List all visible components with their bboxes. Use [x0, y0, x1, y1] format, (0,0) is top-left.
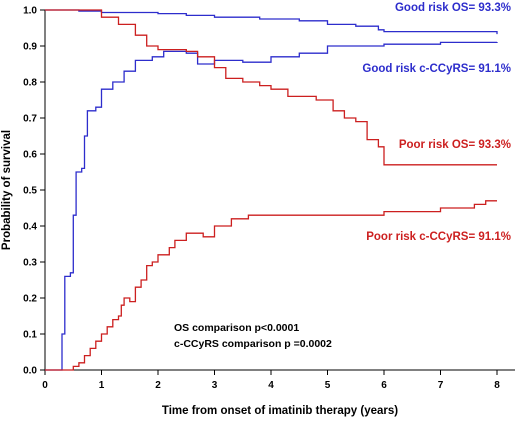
annotation-ccyrs-comparison: c-CCyRS comparison p =0.0002 [174, 338, 332, 350]
x-tick-label: 3 [212, 380, 218, 391]
x-tick-label: 2 [155, 380, 161, 391]
y-tick-label: 0.4 [23, 222, 37, 233]
y-tick-label: 0.6 [23, 150, 37, 161]
y-tick-label: 0.7 [23, 114, 37, 125]
x-tick-label: 8 [494, 380, 500, 391]
poor-risk-ccyrs-label: Poor risk c-CCyRS= 91.1% [366, 231, 511, 243]
y-tick-label: 0.5 [23, 186, 37, 197]
x-axis-title: Time from onset of imatinib therapy (yea… [162, 405, 398, 417]
y-tick-label: 1.0 [23, 6, 37, 17]
x-tick-label: 5 [325, 380, 331, 391]
y-tick-label: 0.8 [23, 78, 37, 89]
annotation-os-comparison: OS comparison p<0.0001 [174, 322, 299, 334]
y-tick-label: 0.9 [23, 42, 37, 53]
y-tick-label: 0.3 [23, 258, 37, 269]
y-tick-label: 0.0 [23, 366, 37, 377]
x-tick-label: 7 [438, 380, 444, 391]
x-tick-label: 0 [42, 380, 48, 391]
y-axis-title: Probability of survival [1, 130, 13, 250]
poor-risk-os-label: Poor risk OS= 93.3% [399, 139, 511, 151]
x-tick-label: 1 [99, 380, 105, 391]
x-tick-label: 6 [381, 380, 387, 391]
y-tick-label: 0.2 [23, 294, 37, 305]
poor-risk-ccyrs-line [45, 200, 497, 371]
x-tick-label: 4 [268, 380, 274, 391]
series-lines [45, 9, 498, 371]
poor-risk-os-line [45, 9, 497, 166]
series-labels: Good risk OS= 93.3% Good risk c-CCyRS= 91… [362, 2, 511, 243]
good-risk-os-label: Good risk OS= 93.3% [395, 2, 511, 14]
axis-ticks: 0 1 2 3 4 5 6 7 8 0.0 0.1 0.2 0.3 0.4 0.5 0.6 0.7 0.8 0.9 1… [23, 6, 500, 392]
good-risk-ccyrs-line [45, 41, 498, 371]
good-risk-ccyrs-label: Good risk c-CCyRS= 91.1% [362, 63, 511, 75]
y-tick-label: 0.1 [23, 330, 37, 341]
